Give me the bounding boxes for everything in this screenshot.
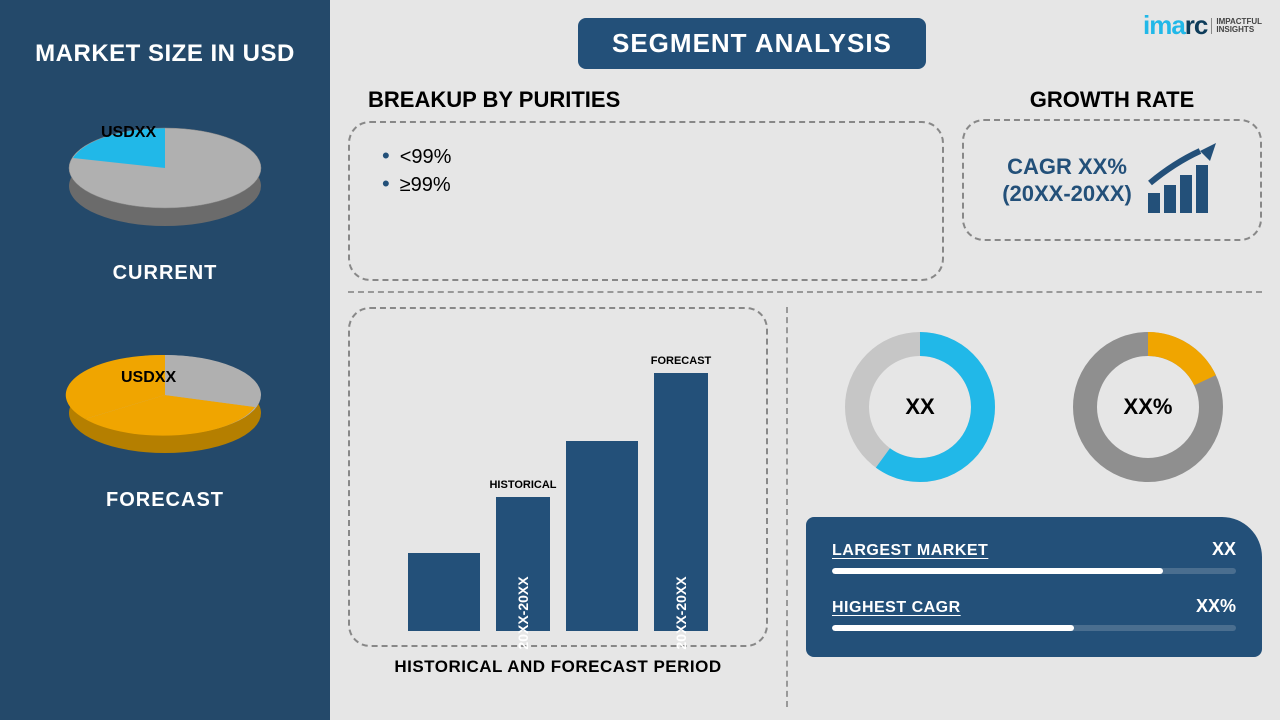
donut-center: XX bbox=[905, 394, 934, 420]
breakup-title: BREAKUP BY PURITIES bbox=[368, 87, 944, 113]
donut-center: XX% bbox=[1124, 394, 1173, 420]
headline: SEGMENT ANALYSIS bbox=[578, 18, 926, 69]
breakup-item: ≥99% bbox=[382, 171, 918, 197]
metric-largest-market: LARGEST MARKET XX bbox=[832, 539, 1236, 574]
right-bottom-panel: XX XX% LARGEST MARKET XX HIGHEST CAGR XX… bbox=[806, 307, 1262, 707]
bar bbox=[566, 441, 638, 631]
metric-label: LARGEST MARKET bbox=[832, 542, 988, 560]
vertical-divider bbox=[786, 307, 788, 707]
metric-value: XX bbox=[1212, 539, 1236, 560]
sidebar: MARKET SIZE IN USD USDXX CURRENT USDXX F bbox=[0, 0, 330, 720]
pie-current-value: USDXX bbox=[101, 124, 156, 142]
donut: XX bbox=[840, 327, 1000, 487]
sidebar-title: MARKET SIZE IN USD bbox=[35, 40, 295, 68]
donut-row: XX XX% bbox=[806, 317, 1262, 497]
pie-current-caption: CURRENT bbox=[113, 262, 218, 285]
horizontal-divider bbox=[348, 291, 1262, 293]
growth-icon bbox=[1144, 143, 1222, 217]
bar-top-label: FORECAST bbox=[651, 355, 712, 367]
metric-highest-cagr: HIGHEST CAGR XX% bbox=[832, 596, 1236, 631]
row-top: BREAKUP BY PURITIES <99% ≥99% GROWTH RAT… bbox=[348, 87, 1262, 281]
metric-label: HIGHEST CAGR bbox=[832, 599, 961, 617]
logo: imarc IMPACTFUL INSIGHTS bbox=[1143, 10, 1262, 41]
breakup-section: BREAKUP BY PURITIES <99% ≥99% bbox=[348, 87, 944, 281]
donut: XX% bbox=[1068, 327, 1228, 487]
pie-forecast-svg bbox=[55, 325, 275, 475]
logo-word: imarc bbox=[1143, 10, 1207, 41]
breakup-box: <99% ≥99% bbox=[348, 121, 944, 281]
growth-box: CAGR XX% (20XX-20XX) bbox=[962, 119, 1262, 241]
pie-forecast-value: USDXX bbox=[121, 369, 176, 387]
cagr-text: CAGR XX% (20XX-20XX) bbox=[1002, 153, 1132, 208]
metrics-card: LARGEST MARKET XX HIGHEST CAGR XX% bbox=[806, 517, 1262, 657]
bar-top-label: HISTORICAL bbox=[489, 479, 556, 491]
breakup-item: <99% bbox=[382, 143, 918, 169]
growth-section: GROWTH RATE CAGR XX% (20XX-20XX) bbox=[962, 87, 1262, 281]
logo-tagline: IMPACTFUL INSIGHTS bbox=[1211, 18, 1262, 34]
bar: FORECAST20XX-20XX bbox=[654, 373, 708, 631]
row-bottom: HISTORICAL20XX-20XXFORECAST20XX-20XX HIS… bbox=[348, 307, 1262, 707]
pie-forecast: USDXX FORECAST bbox=[55, 325, 275, 512]
pie-forecast-caption: FORECAST bbox=[106, 489, 224, 512]
breakup-list: <99% ≥99% bbox=[374, 143, 918, 197]
metric-value: XX% bbox=[1196, 596, 1236, 617]
bar-side-label: 20XX-20XX bbox=[515, 576, 531, 649]
main: imarc IMPACTFUL INSIGHTS SEGMENT ANALYSI… bbox=[330, 0, 1280, 720]
growth-title: GROWTH RATE bbox=[962, 87, 1262, 113]
pie-current: USDXX CURRENT bbox=[55, 98, 275, 285]
hist-caption: HISTORICAL AND FORECAST PERIOD bbox=[394, 657, 721, 677]
bar: HISTORICAL20XX-20XX bbox=[496, 497, 550, 631]
pie-current-svg bbox=[55, 98, 275, 248]
bar bbox=[408, 553, 480, 631]
bar-side-label: 20XX-20XX bbox=[673, 576, 689, 649]
historical-forecast-chart: HISTORICAL20XX-20XXFORECAST20XX-20XX HIS… bbox=[348, 307, 768, 707]
